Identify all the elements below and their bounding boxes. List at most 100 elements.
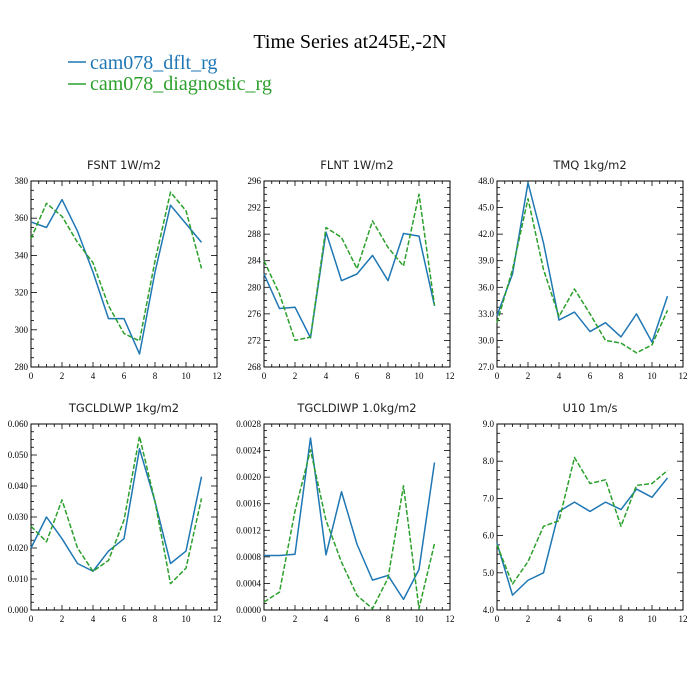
- x-tick-label: 6: [122, 371, 127, 381]
- y-tick-label: 0.000: [8, 605, 29, 615]
- y-tick-label: 6.0: [483, 531, 495, 541]
- chart-panel-1: FSNT 1W/m2 0 2 4 6 8 10 12 280 300 320 340 360 380: [15, 158, 222, 381]
- x-tick-label: 0: [495, 614, 500, 624]
- y-tick-label: 380: [15, 176, 29, 186]
- y-tick-label: 296: [248, 176, 262, 186]
- x-tick-label: 0: [29, 371, 34, 381]
- figure-title: Time Series at245E,-2N: [253, 31, 446, 53]
- y-tick-label: 0.010: [8, 574, 29, 584]
- x-tick-label: 0: [29, 614, 34, 624]
- y-tick-label: 0.020: [8, 543, 29, 553]
- x-tick-label: 10: [182, 614, 192, 624]
- x-tick-label: 2: [526, 614, 531, 624]
- x-tick-label: 2: [526, 371, 531, 381]
- x-tick-label: 0: [495, 371, 500, 381]
- y-tick-label: 280: [248, 282, 262, 292]
- series-line-2: [263, 193, 436, 342]
- y-tick-label: 30.0: [478, 335, 494, 345]
- y-tick-label: 0.0016: [236, 499, 261, 509]
- x-tick-label: 4: [324, 371, 329, 381]
- series-line-1: [264, 437, 436, 601]
- x-tick-label: 2: [293, 614, 298, 624]
- y-tick-label: 284: [248, 256, 262, 266]
- x-tick-label: 4: [91, 614, 96, 624]
- x-tick-label: 4: [557, 614, 562, 624]
- x-tick-label: 4: [324, 614, 329, 624]
- series-line-2: [263, 449, 436, 610]
- legend: cam078_dflt_rg cam078_diagnostic_rg: [68, 52, 272, 95]
- y-tick-label: 0.060: [8, 419, 29, 429]
- series-line-2: [30, 191, 203, 342]
- y-tick-label: 9.0: [483, 419, 495, 429]
- y-tick-label: 33.0: [478, 309, 494, 319]
- y-tick-label: 36.0: [478, 282, 494, 292]
- plot-frame: [496, 180, 684, 368]
- y-tick-label: 276: [248, 309, 262, 319]
- y-tick-label: 0.040: [8, 481, 29, 491]
- x-tick-label: 8: [386, 371, 391, 381]
- y-tick-label: 0.0000: [236, 605, 261, 615]
- series-line-1: [496, 477, 669, 596]
- y-tick-label: 292: [248, 203, 262, 213]
- y-tick-label: 268: [248, 362, 262, 372]
- x-tick-label: 10: [648, 371, 658, 381]
- x-tick-label: 10: [648, 614, 658, 624]
- panel-title-5: TGCLDIWP 1.0kg/m2: [296, 401, 416, 415]
- y-tick-label: 0.0012: [236, 525, 261, 535]
- y-tick-label: 4.0: [483, 605, 495, 615]
- y-tick-label: 8.0: [483, 456, 495, 466]
- plot-frame: [30, 423, 218, 611]
- x-tick-label: 6: [588, 371, 593, 381]
- legend-label-series-1: cam078_dflt_rg: [90, 52, 217, 74]
- x-tick-label: 4: [91, 371, 96, 381]
- x-tick-label: 12: [446, 371, 455, 381]
- series-line-2: [496, 197, 669, 354]
- y-tick-label: 300: [15, 325, 29, 335]
- x-tick-label: 12: [679, 614, 688, 624]
- x-tick-label: 12: [213, 371, 222, 381]
- y-tick-label: 27.0: [478, 362, 494, 372]
- series-line-1: [30, 198, 203, 355]
- chart-panel-6: U10 1m/s 0 2 4 6 8 10 12 4.0 5.0 6.0 7.0 8.0 9.0: [483, 401, 688, 624]
- series-line-2: [30, 435, 203, 585]
- chart-panel-5: TGCLDIWP 1.0kg/m2 0 2 4 6 8 10 12 0.0000 0.0004 0.…: [236, 401, 454, 624]
- y-tick-label: 280: [15, 362, 29, 372]
- series-line-1: [496, 182, 669, 343]
- x-tick-label: 12: [446, 614, 455, 624]
- x-tick-label: 8: [619, 371, 624, 381]
- y-tick-label: 5.0: [483, 568, 495, 578]
- y-tick-label: 320: [15, 288, 29, 298]
- plot-frame: [496, 423, 684, 611]
- x-tick-label: 10: [415, 371, 425, 381]
- plot-frame: [30, 180, 218, 368]
- panel-title-1: FSNT 1W/m2: [87, 158, 161, 172]
- y-tick-label: 0.0020: [236, 472, 261, 482]
- panel-title-6: U10 1m/s: [562, 401, 617, 415]
- x-tick-label: 12: [679, 371, 688, 381]
- x-tick-label: 10: [415, 614, 425, 624]
- legend-label-series-2: cam078_diagnostic_rg: [90, 73, 272, 95]
- chart-panel-2: FLNT 1W/m2 0 2 4 6 8 10 12 268 272 276 280 284 288 292…: [248, 158, 455, 381]
- y-tick-label: 288: [248, 229, 262, 239]
- y-tick-label: 0.0028: [236, 419, 261, 429]
- x-tick-label: 2: [60, 371, 65, 381]
- chart-panel-3: TMQ 1kg/m2 0 2 4 6 8 10 12 27.0 30.0 33.0 36.0 39.0 4…: [478, 158, 687, 381]
- panels: FSNT 1W/m20 2 4 6 8 10 12280300320340360380FLN…: [8, 158, 688, 624]
- y-tick-label: 0.050: [8, 450, 29, 460]
- series-line-1: [30, 448, 203, 572]
- y-tick-label: 39.0: [478, 256, 494, 266]
- x-tick-label: 6: [355, 371, 360, 381]
- x-tick-label: 4: [557, 371, 562, 381]
- x-tick-label: 8: [386, 614, 391, 624]
- y-tick-label: 42.0: [478, 229, 494, 239]
- series-line-2: [496, 456, 668, 585]
- x-tick-label: 2: [60, 614, 65, 624]
- x-tick-label: 6: [122, 614, 127, 624]
- panel-title-4: TGCLDLWP 1kg/m2: [68, 401, 179, 415]
- panel-title-3: TMQ 1kg/m2: [552, 158, 626, 172]
- series-line-1: [263, 231, 436, 339]
- x-tick-label: 0: [262, 614, 267, 624]
- x-tick-label: 6: [355, 614, 360, 624]
- y-tick-label: 0.0024: [236, 446, 261, 456]
